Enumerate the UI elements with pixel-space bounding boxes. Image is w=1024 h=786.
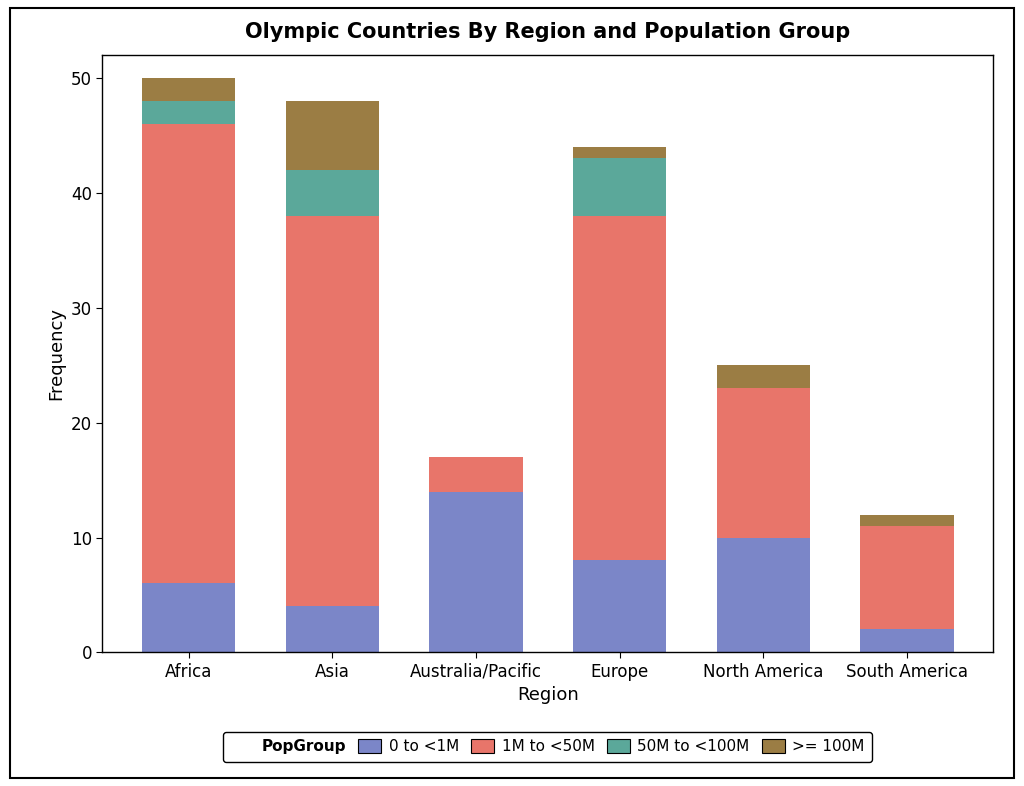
Bar: [286, 607, 379, 652]
Bar: [142, 583, 236, 652]
Bar: [573, 159, 667, 216]
Bar: [860, 515, 953, 526]
Bar: [573, 216, 667, 560]
Bar: [860, 526, 953, 630]
Bar: [286, 216, 379, 607]
Bar: [142, 101, 236, 124]
X-axis label: Region: Region: [517, 686, 579, 704]
Legend: PopGroup, 0 to <1M, 1M to <50M, 50M to <100M, >= 100M: PopGroup, 0 to <1M, 1M to <50M, 50M to <…: [223, 732, 872, 762]
Bar: [573, 147, 667, 159]
Title: Olympic Countries By Region and Population Group: Olympic Countries By Region and Populati…: [245, 22, 851, 42]
Bar: [717, 538, 810, 652]
Bar: [142, 124, 236, 583]
Bar: [717, 388, 810, 538]
Bar: [573, 560, 667, 652]
Bar: [286, 101, 379, 170]
Bar: [717, 365, 810, 388]
Y-axis label: Frequency: Frequency: [47, 307, 66, 400]
Bar: [286, 170, 379, 216]
Bar: [142, 78, 236, 101]
Bar: [429, 491, 522, 652]
Bar: [429, 457, 522, 491]
Bar: [860, 630, 953, 652]
